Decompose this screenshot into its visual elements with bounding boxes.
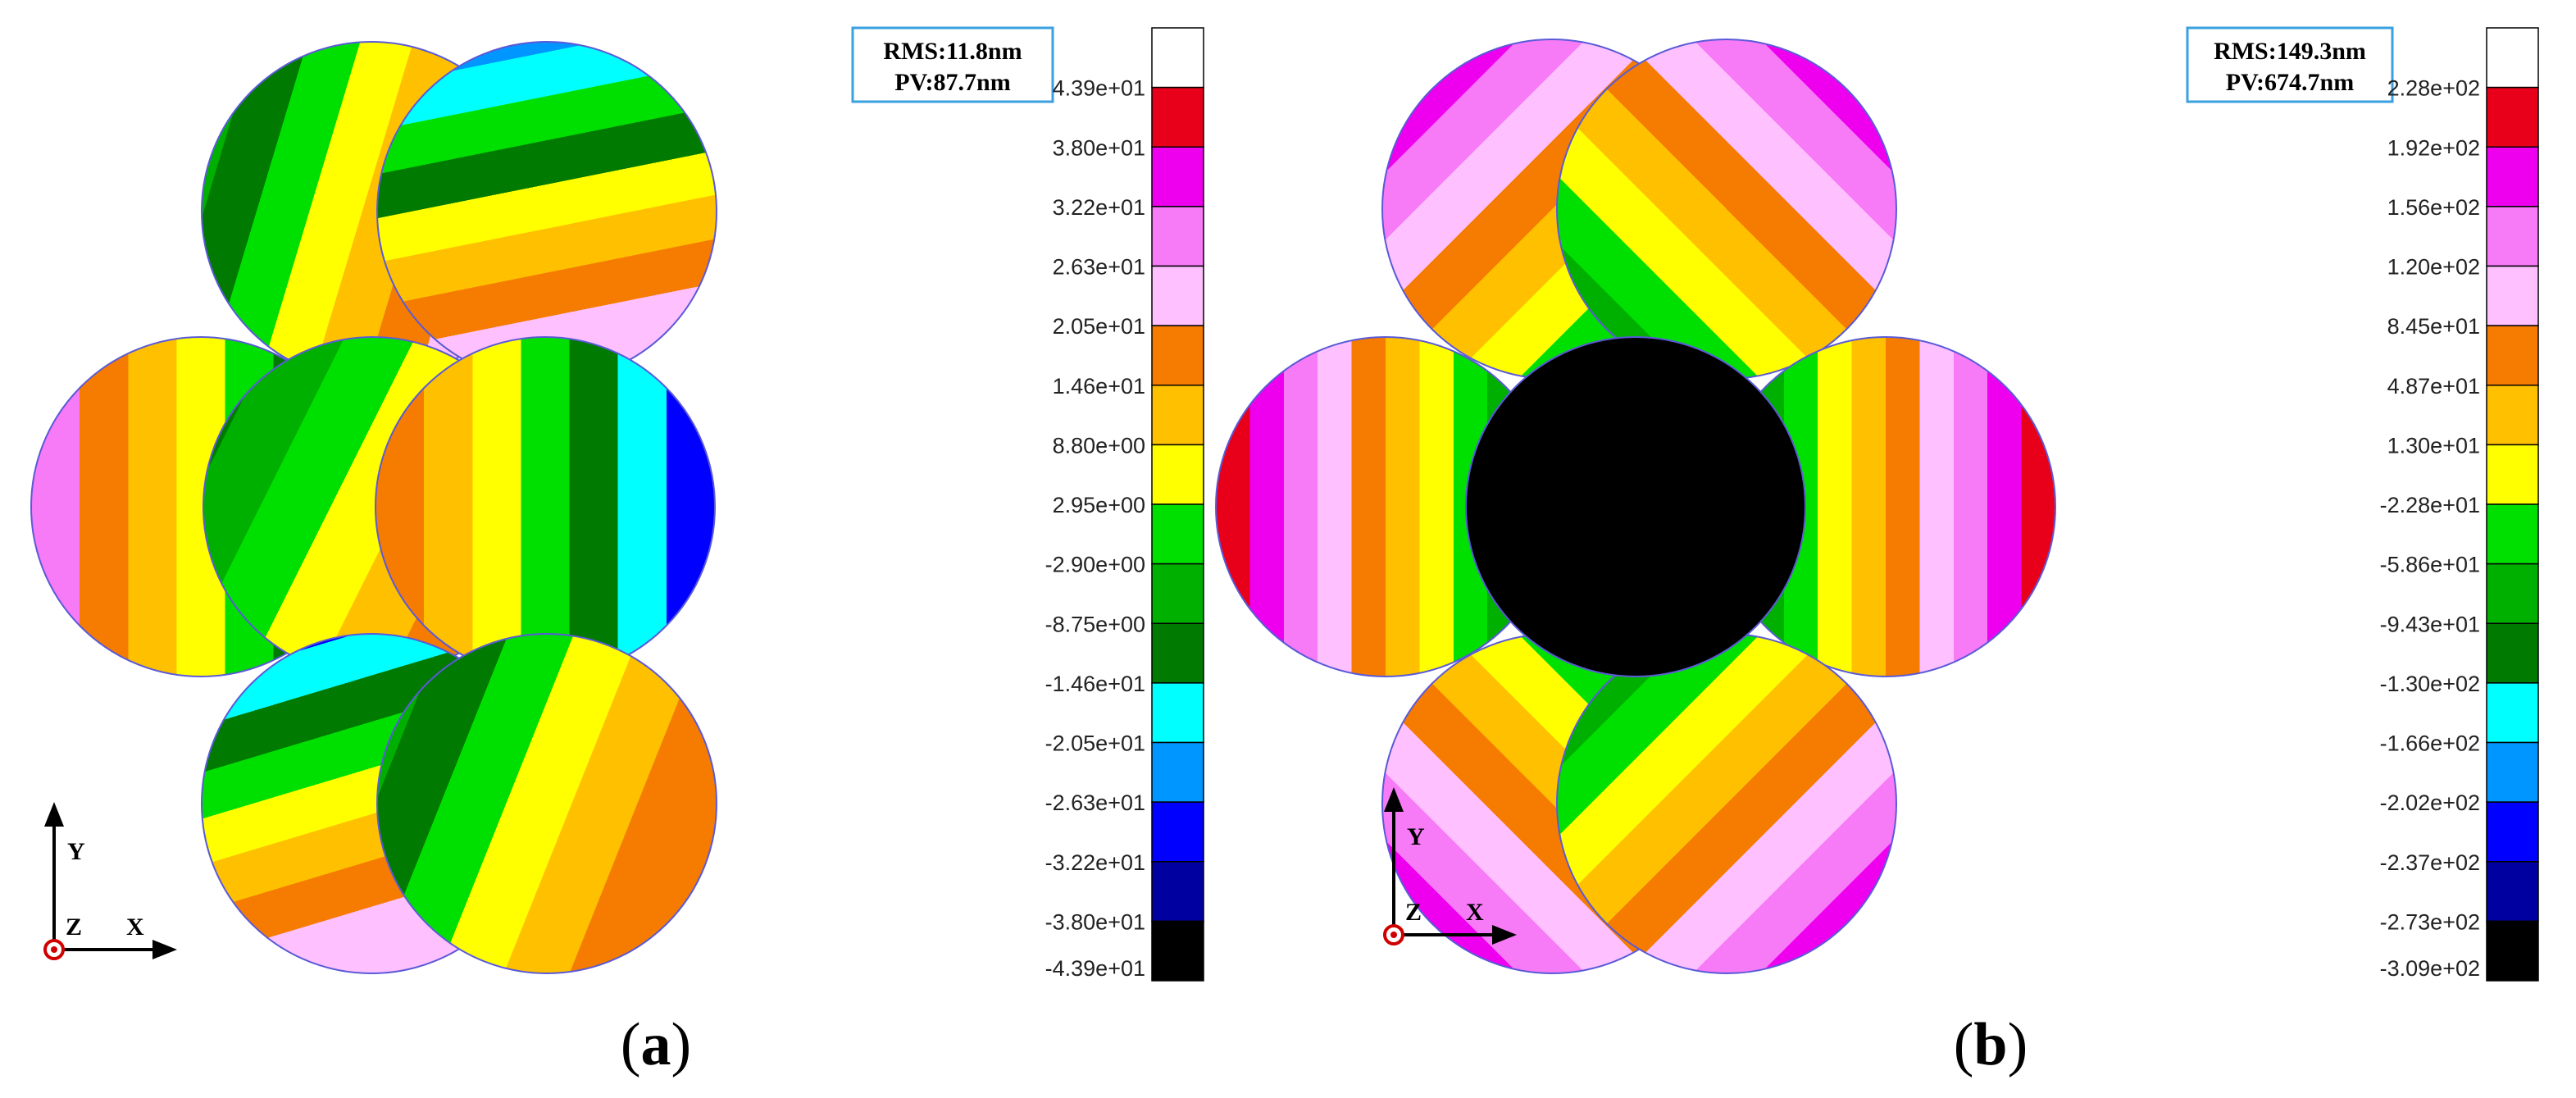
colorbar-swatch [2486,146,2539,207]
panel-a: RMS:11.8nm PV:87.7nm 4.39e+01 3.80e+01 3.22e… [30,26,1204,982]
z-axis-dot [51,946,57,953]
colorbar-swatch [1151,86,1204,148]
colorbar-tick-label: 2.95e+00 [1053,493,1145,517]
colorbar-swatch [2486,563,2539,624]
colorbar-swatch [1151,563,1204,624]
colorbar-tick-label: 1.92e+02 [2387,135,2480,160]
y-axis-label: Y [1407,823,1425,850]
x-axis-label: X [126,913,144,941]
colorbar-tick-label: -1.46e+01 [1045,672,1145,696]
colorbar-tick-label: 3.22e+01 [1053,195,1145,220]
colorbar-tick-label: 8.45e+01 [2387,314,2480,339]
x-axis-label: X [1466,899,1484,926]
sub-aperture-5 [375,336,716,677]
colorbar-tick-label: -2.37e+02 [2380,850,2480,875]
colorbar-swatch [2486,920,2539,982]
colorbar-swatch [1151,265,1204,326]
colorbar-tick-label: -3.09e+02 [2380,956,2480,981]
colorbar-swatch [1151,146,1204,207]
stats-box [851,26,1054,103]
colorbar-tick-label: -2.63e+01 [1045,790,1145,815]
colorbar-tick-label: -4.39e+01 [1045,956,1145,981]
colorbar-tick-label: -2.02e+02 [2380,790,2480,815]
colorbar-tick-label: 1.20e+02 [2387,255,2480,280]
colorbar-swatch [2486,27,2539,89]
colorbar-swatch [2486,682,2539,744]
colorbar-swatch [1151,385,1204,446]
colorbar-tick-label: 4.39e+01 [1053,76,1145,101]
colorbar-swatch [2486,503,2539,565]
sub-aperture-2 [376,41,717,382]
stats-box [2186,26,2394,103]
colorbar-tick-label: -8.75e+00 [1045,612,1145,636]
colorbar-tick-label: -3.80e+01 [1045,909,1145,934]
y-arrow-head [44,802,64,827]
colorbar-tick-label: 2.63e+01 [1053,255,1145,280]
colorbar-tick-label: 1.56e+02 [2387,195,2480,220]
colorbar-tick-label: -2.73e+02 [2380,909,2480,934]
colorbar-swatch [2486,265,2539,326]
colorbar-swatch [1151,741,1204,803]
colorbar-swatch [1151,920,1204,982]
colorbar-swatch [2486,622,2539,684]
colorbar-swatch [2486,206,2539,267]
colorbar-swatch [2486,801,2539,863]
colorbar-swatch [2486,86,2539,148]
sub-aperture-6 [1556,633,1897,974]
colorbar-tick-label: 4.87e+01 [2387,374,2480,399]
colorbar-swatch [2486,861,2539,923]
rms-value: RMS:149.3nm [2214,38,2366,65]
pv-value: PV:674.7nm [2226,69,2354,96]
central-obscuration [1465,336,1806,677]
z-axis-label: Z [1405,899,1422,926]
colorbar-tick-label: -5.86e+01 [2380,553,2480,577]
colorbar-swatch [1151,206,1204,267]
x-arrow-head [152,940,177,959]
colorbar-tick-label: -3.22e+01 [1045,850,1145,875]
colorbar-swatch [1151,861,1204,923]
colorbar-swatch [2486,385,2539,446]
z-axis-dot [1390,932,1397,938]
pv-value: PV:87.7nm [894,69,1010,96]
colorbar-tick-label: 1.46e+01 [1053,374,1145,399]
colorbar-swatch [1151,503,1204,565]
sub-aperture-2 [1556,39,1897,380]
x-arrow-head [1492,925,1517,945]
colorbar-swatch [2486,741,2539,803]
caption-b: (b) [1953,1011,2028,1078]
colorbar-tick-label: -2.90e+00 [1045,553,1145,577]
rms-value: RMS:11.8nm [883,38,1022,65]
panel-b: RMS:149.3nm PV:674.7nm 2.28e+02 1.92e+02 1.5… [1215,26,2539,982]
colorbar-swatch [1151,27,1204,89]
colorbar-tick-label: -9.43e+01 [2380,612,2480,636]
colorbar-tick-label: 3.80e+01 [1053,135,1145,160]
y-axis-label: Y [67,838,85,865]
colorbar-swatch [1151,444,1204,505]
caption-a: (a) [620,1011,692,1078]
colorbar-tick-label: 2.05e+01 [1053,314,1145,339]
colorbar-tick-label: -2.28e+01 [2380,493,2480,517]
colorbar-tick-label: -2.05e+01 [1045,731,1145,756]
colorbar-tick-label: 2.28e+02 [2387,76,2480,101]
colorbar-swatch [2486,444,2539,505]
colorbar-swatch [1151,622,1204,684]
colorbar-swatch [1151,801,1204,863]
colorbar-tick-label: -1.66e+02 [2380,731,2480,756]
colorbar-swatch [2486,325,2539,386]
colorbar-tick-label: 1.30e+01 [2387,433,2480,458]
z-axis-label: Z [66,913,82,941]
colorbar-swatch [1151,682,1204,744]
colorbar-tick-label: 8.80e+00 [1053,433,1145,458]
colorbar-tick-label: -1.30e+02 [2380,672,2480,696]
colorbar-swatch [1151,325,1204,386]
sub-aperture-7 [376,633,717,974]
y-arrow-head [1384,787,1404,812]
